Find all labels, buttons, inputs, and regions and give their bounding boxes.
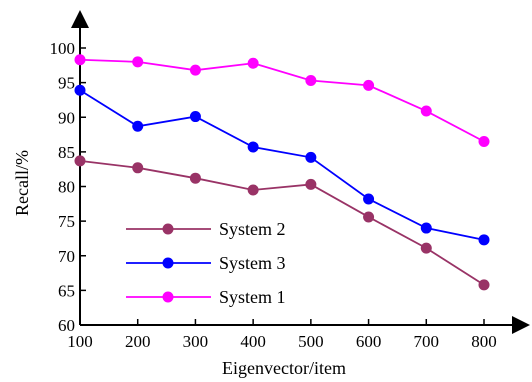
y-axis-label: Recall/% [12, 150, 32, 216]
legend-system-3-marker [162, 257, 174, 269]
system-2-point [363, 211, 375, 223]
system-2-point [132, 162, 144, 174]
system-3-line [79, 89, 485, 241]
legend-system-1-marker [162, 291, 174, 303]
system-3-point [74, 84, 86, 96]
y-tick-label: 95 [58, 74, 75, 93]
y-tick-label: 90 [58, 108, 75, 127]
system-2-point [189, 172, 201, 184]
y-tick-label: 65 [58, 281, 75, 300]
system-2-point [420, 242, 432, 254]
y-tick-label: 70 [58, 247, 75, 266]
y-tick-label: 100 [50, 39, 76, 58]
y-tick-label: 75 [58, 212, 75, 231]
legend-system-1-label: System 1 [219, 287, 286, 307]
system-1-line [79, 58, 485, 143]
y-tick-label: 60 [58, 316, 75, 335]
y-tick-label: 85 [58, 143, 75, 162]
system-1-point [247, 57, 259, 69]
system-1-point [132, 56, 144, 68]
x-tick-label: 500 [298, 332, 324, 351]
system-1-point [305, 75, 317, 87]
system-3-point [247, 141, 259, 153]
system-1-point [189, 64, 201, 76]
system-1-point [420, 105, 432, 117]
y-tick-labels: 60 65 70 75 80 85 90 95 100 [50, 39, 76, 335]
x-tick-labels: 100 200 300 400 500 600 700 800 [67, 332, 497, 351]
system-3-point [189, 111, 201, 123]
system-3-point [363, 193, 375, 205]
x-tick-label: 400 [240, 332, 266, 351]
system-3-point [132, 120, 144, 132]
system-2-line [79, 159, 485, 286]
system-1-point [478, 135, 490, 147]
x-tick-label: 800 [471, 332, 497, 351]
system-1-point [363, 79, 375, 91]
system-2-point [247, 184, 259, 196]
y-tick-label: 80 [58, 178, 75, 197]
legend-system-2-label: System 2 [219, 219, 286, 239]
series-layer [74, 54, 490, 291]
x-axis-label: Eigenvector/item [222, 358, 346, 378]
legend: System 2 System 3 System 1 [126, 219, 286, 307]
legend-system-3-label: System 3 [219, 253, 286, 273]
system-3-point [420, 222, 432, 234]
system-2-point [478, 279, 490, 291]
y-axis-arrow [71, 10, 89, 28]
legend-system-2-marker [162, 223, 174, 235]
system-2-point [74, 155, 86, 167]
x-tick-label: 700 [414, 332, 440, 351]
axes [71, 10, 530, 334]
system-1-point [74, 54, 86, 66]
x-tick-label: 600 [356, 332, 382, 351]
system-3-point [305, 151, 317, 163]
system-2-point [305, 178, 317, 190]
x-tick-label: 200 [125, 332, 151, 351]
x-axis-arrow [512, 316, 530, 334]
x-tick-label: 300 [183, 332, 209, 351]
system-3-point [478, 234, 490, 246]
x-tick-label: 100 [67, 332, 93, 351]
